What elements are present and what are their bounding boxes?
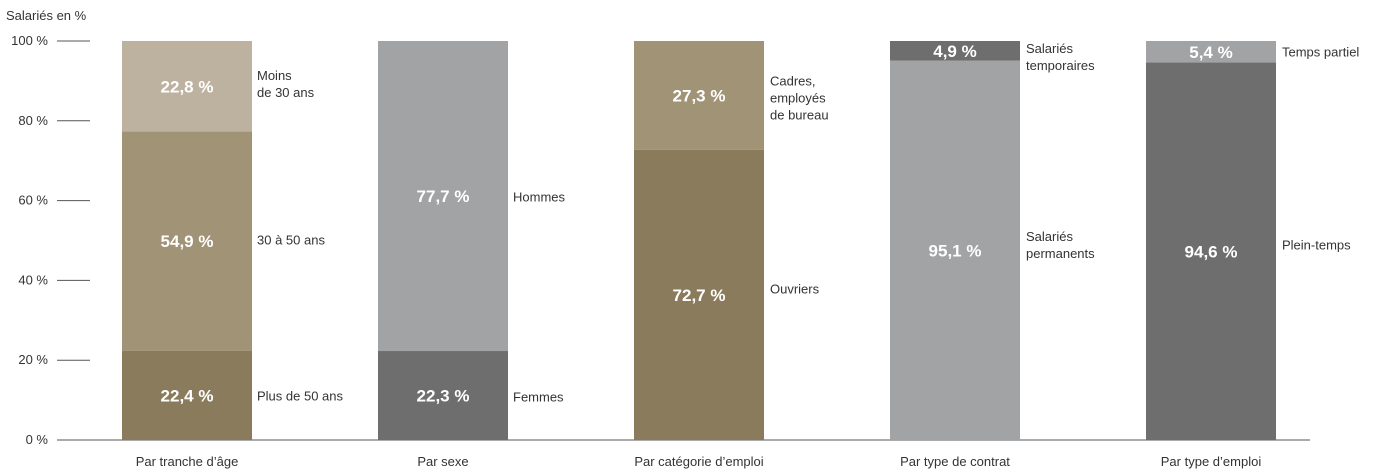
y-tick-label: 80 % bbox=[18, 113, 48, 128]
segment-name-label: Plus de 50 ans bbox=[257, 389, 344, 404]
bar-segment bbox=[1146, 41, 1276, 63]
category-label: Par catégorie d’emploi bbox=[634, 454, 763, 469]
data-label: 54,9 % bbox=[161, 232, 214, 251]
bars: 22,4 % 54,9 % 22,8 % Par tranche d’âge 22,3 … bbox=[122, 41, 1359, 469]
y-tick-label: 60 % bbox=[18, 193, 48, 208]
segment-name-label: Salariés temporaires bbox=[1026, 41, 1095, 73]
bar-stack: 94,6 % 5,4 % Par type d’emploi bbox=[1146, 41, 1276, 469]
data-label: 94,6 % bbox=[1185, 242, 1238, 261]
data-label: 5,4 % bbox=[1189, 43, 1232, 62]
bar-segment bbox=[122, 41, 252, 132]
y-tick-label: 0 % bbox=[26, 432, 49, 447]
bar-segment bbox=[122, 131, 252, 351]
segment-name-label: Femmes bbox=[513, 390, 564, 405]
bar-segment bbox=[378, 41, 508, 352]
category-label: Par sexe bbox=[417, 454, 468, 469]
bar-segment bbox=[378, 351, 508, 440]
y-tick-label: 40 % bbox=[18, 272, 48, 287]
segment-name-label: Hommes bbox=[513, 190, 566, 205]
bar-stack: 22,4 % 54,9 % 22,8 % Par tranche d’âge bbox=[122, 41, 252, 469]
segment-name-label: 30 à 50 ans bbox=[257, 233, 325, 248]
bar-segment bbox=[634, 41, 764, 150]
segment-name-label: Salariés permanents bbox=[1026, 229, 1095, 261]
bar-segment bbox=[1146, 62, 1276, 441]
data-label: 22,4 % bbox=[161, 386, 214, 405]
y-tick-label: 100 % bbox=[11, 33, 48, 48]
data-label: 4,9 % bbox=[933, 42, 976, 61]
data-label: 27,3 % bbox=[673, 86, 726, 105]
category-label: Par type de contrat bbox=[900, 454, 1010, 469]
segment-name-label: Cadres, employés de bureau bbox=[770, 74, 829, 123]
bar-stack: 95,1 % 4,9 % Par type de contrat bbox=[890, 41, 1020, 469]
bar-segment bbox=[634, 149, 764, 440]
segment-name-label: Plein-temps bbox=[1282, 238, 1351, 253]
data-label: 22,8 % bbox=[161, 77, 214, 96]
segment-name-label: Ouvriers bbox=[770, 282, 820, 297]
bar-stack: 22,3 % 77,7 % Par sexe bbox=[378, 41, 508, 469]
segment-name-label: Temps partiel bbox=[1282, 45, 1359, 60]
data-label: 77,7 % bbox=[417, 187, 470, 206]
bar-segment bbox=[890, 41, 1020, 61]
bar-stack: 72,7 % 27,3 % Par catégorie d’emploi bbox=[634, 41, 764, 469]
bar-segment bbox=[122, 350, 252, 440]
y-tick-label: 20 % bbox=[18, 352, 48, 367]
data-label: 22,3 % bbox=[417, 387, 470, 406]
bar-segment bbox=[890, 60, 1020, 441]
data-label: 95,1 % bbox=[929, 241, 982, 260]
category-label: Par tranche d’âge bbox=[136, 454, 239, 469]
segment-name-label: Moins de 30 ans bbox=[257, 68, 315, 100]
y-axis-label: Salariés en % bbox=[6, 8, 87, 23]
data-label: 72,7 % bbox=[673, 286, 726, 305]
category-label: Par type d’emploi bbox=[1161, 454, 1262, 469]
